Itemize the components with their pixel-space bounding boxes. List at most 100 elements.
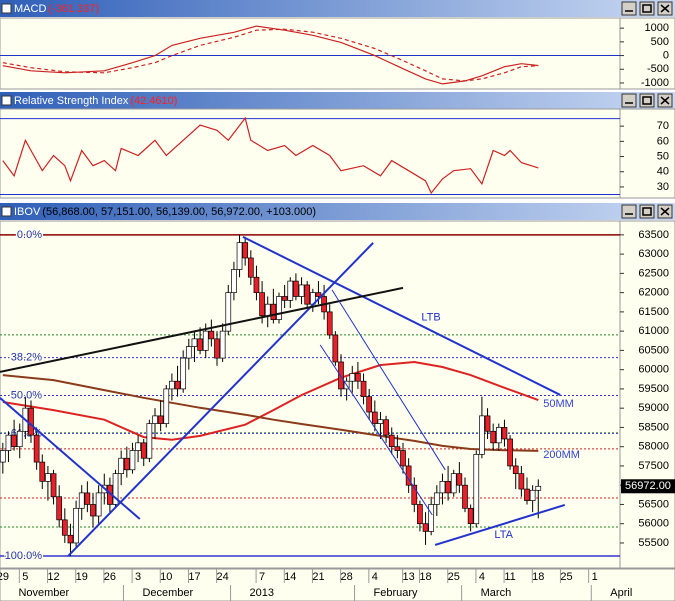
candle-body: [169, 380, 175, 390]
y-tick-label: 63000: [638, 248, 669, 260]
month-label: December: [142, 587, 193, 599]
window-button: [639, 204, 655, 219]
candle-body: [529, 489, 536, 501]
candle-body: [484, 415, 491, 432]
date-axis: [0, 568, 675, 601]
candle-body: [360, 380, 367, 397]
month-label: April: [610, 587, 632, 599]
plot-area: [0, 17, 621, 90]
candle-body: [394, 446, 401, 451]
window-button-glyph: [642, 4, 652, 13]
y-tick-label: 61000: [638, 325, 669, 337]
y-tick-label: 0: [663, 49, 669, 61]
candle-body: [185, 346, 192, 359]
candle-body: [298, 284, 305, 297]
candle-body: [28, 407, 34, 436]
candle-body: [11, 434, 17, 448]
candle-body: [16, 430, 23, 448]
window-button: [621, 204, 637, 219]
candle-body: [315, 292, 322, 297]
candle-body: [462, 484, 468, 509]
x-tick-label: 25: [448, 571, 460, 583]
y-tick-label: 50: [657, 150, 669, 162]
candle-body: [490, 430, 497, 444]
candle-body: [524, 488, 530, 501]
candle-body: [281, 296, 288, 301]
candle-body: [157, 415, 164, 424]
x-tick-label: 18: [532, 571, 544, 583]
candle-body: [253, 276, 260, 293]
moving-average-label: 50MM: [543, 398, 574, 410]
candle-body: [45, 473, 51, 482]
trend-line: [319, 344, 433, 516]
x-tick-label: 12: [47, 571, 59, 583]
x-tick-label: 13: [403, 571, 415, 583]
axis-area: [619, 220, 675, 569]
candle-body: [417, 504, 423, 525]
window-button-glyph: [660, 96, 670, 105]
candle-body: [39, 461, 46, 482]
candle-body: [371, 411, 378, 424]
window-button: [621, 93, 637, 108]
candle-body: [242, 242, 249, 259]
y-tick-label: 61500: [638, 306, 669, 318]
candle-body: [445, 480, 451, 494]
panel-title-value: (56,868.00, 57,151.00, 56,139.00, 56,972…: [42, 206, 316, 218]
candle-body: [135, 442, 141, 451]
y-tick-label: 60500: [638, 344, 669, 356]
candle-body: [50, 473, 57, 498]
candle-body: [118, 457, 125, 474]
candle-body: [95, 492, 102, 517]
candle-body: [332, 334, 339, 363]
candle-body: [355, 373, 361, 382]
candle-body: [33, 434, 40, 463]
candle-body: [326, 311, 333, 336]
candle-body: [349, 373, 356, 382]
window-button-glyph: [660, 4, 670, 13]
y-tick-label: 70: [657, 120, 669, 132]
y-tick-label: 58000: [638, 441, 669, 453]
window-button: [621, 1, 637, 16]
y-tick-label: 40: [657, 166, 669, 178]
y-tick-label: 60: [657, 135, 669, 147]
candle-body: [439, 480, 446, 494]
candle-body: [247, 257, 254, 278]
candle-body: [338, 361, 344, 390]
x-tick-label: 10: [160, 571, 172, 583]
candle-body: [377, 419, 384, 424]
window-button-glyph: [642, 96, 652, 105]
x-tick-label: 4: [479, 571, 485, 583]
panel-title-name: Relative Strength Index: [14, 95, 129, 107]
panel-header: [0, 92, 675, 109]
candle-body: [61, 519, 68, 536]
x-tick-label: 7: [259, 571, 265, 583]
window-button: [639, 93, 655, 108]
header-icon: [1, 95, 12, 106]
panel-title-value: (-361.337): [48, 3, 99, 15]
y-tick-label: 62500: [638, 267, 669, 279]
month-label: November: [18, 587, 69, 599]
axis-area: [619, 17, 675, 90]
header-icon: [1, 3, 12, 14]
candle-body: [163, 388, 170, 424]
moving-average-label: 200MM: [543, 449, 580, 461]
header-icon: [1, 206, 12, 217]
candle-body: [507, 438, 513, 467]
candle-body: [123, 457, 130, 471]
x-tick-label: 4: [372, 571, 378, 583]
plot-area: [0, 220, 621, 569]
month-label: February: [374, 587, 419, 599]
indicator-line: [2, 28, 539, 82]
candle-body: [456, 473, 463, 486]
plot-area: [0, 108, 621, 199]
y-tick-label: 56000: [638, 518, 669, 530]
candle-body: [208, 330, 215, 340]
candle-body: [479, 415, 485, 455]
candle-body: [202, 330, 209, 351]
trend-label: LTA: [494, 529, 513, 541]
candle-body: [433, 492, 440, 505]
y-tick-label: 30: [657, 181, 669, 193]
